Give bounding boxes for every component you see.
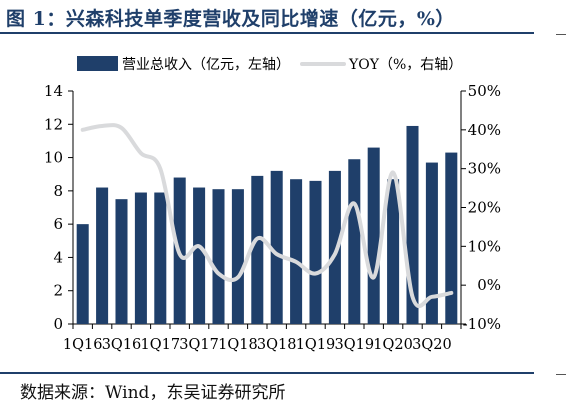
bar-1Q17 bbox=[154, 192, 167, 324]
x-tick-label: 3Q18 bbox=[257, 337, 297, 353]
y-left-tick-label: 12 bbox=[44, 115, 63, 133]
bar-4Q17 bbox=[212, 189, 225, 324]
source-note: 数据来源：Wind，东吴证券研究所 bbox=[20, 383, 286, 403]
bar-3Q19 bbox=[348, 159, 361, 324]
legend-bar-swatch bbox=[77, 56, 118, 71]
footer-rule bbox=[0, 372, 534, 374]
chart: 0 2 4 6 8 10 12 14 -10% 0% 10% 20% 30% 40% 50% 1Q16 3Q16… bbox=[44, 56, 501, 353]
x-tick-label: 3Q17 bbox=[179, 337, 219, 353]
yoy-line bbox=[80, 123, 454, 309]
x-tick-label: 1Q17 bbox=[141, 337, 181, 353]
right-edge-mark-bottom bbox=[556, 374, 566, 375]
y-left-tick-label: 10 bbox=[44, 149, 63, 167]
y-right-tick-label: 50% bbox=[468, 82, 501, 100]
x-tick-label: 1Q19 bbox=[296, 337, 336, 353]
y-left-tick-label: 8 bbox=[53, 182, 63, 200]
bar-4Q19 bbox=[367, 147, 380, 324]
bar-3Q16 bbox=[115, 199, 128, 324]
x-tick-label: 1Q20 bbox=[373, 337, 413, 353]
y-left-tick-label: 2 bbox=[53, 282, 63, 300]
bar-3Q20 bbox=[425, 162, 438, 324]
bar-3Q17 bbox=[193, 187, 206, 324]
y-left-tick-label: 4 bbox=[53, 248, 63, 266]
y-left-tick-label: 14 bbox=[44, 82, 63, 100]
y-left-tick-label: 6 bbox=[53, 215, 63, 233]
bar-1Q20 bbox=[387, 179, 400, 324]
y-right-tick-label: 10% bbox=[468, 237, 501, 255]
legend-bar-label: 营业总收入（亿元，左轴） bbox=[122, 57, 290, 73]
bar-2Q18 bbox=[251, 175, 264, 324]
y-right-tick-label: 30% bbox=[468, 160, 501, 178]
bar-1Q16 bbox=[76, 224, 89, 324]
bar-4Q16 bbox=[134, 192, 147, 324]
y-right-tick-label: -10% bbox=[463, 315, 501, 333]
y-right-tick-label: 40% bbox=[468, 121, 501, 139]
x-tick-label: 1Q16 bbox=[63, 337, 103, 353]
x-tick-label: 1Q18 bbox=[218, 337, 258, 353]
right-edge-mark-top bbox=[556, 34, 566, 35]
bar-4Q18 bbox=[290, 179, 303, 324]
bar-1Q18 bbox=[231, 189, 244, 324]
bar-1Q19 bbox=[309, 180, 322, 324]
chart-title: 图 1：兴森科技单季度营收及同比增速（亿元，%） bbox=[6, 8, 455, 30]
legend-line-label: YOY（%，右轴） bbox=[348, 57, 462, 73]
bar-2Q16 bbox=[96, 187, 109, 324]
bar-4Q20 bbox=[445, 152, 458, 324]
y-left-tick-label: 0 bbox=[53, 315, 63, 333]
bar-3Q18 bbox=[270, 170, 283, 324]
title-underline bbox=[0, 32, 534, 34]
x-tick-label: 3Q20 bbox=[412, 337, 452, 353]
x-tick-label: 3Q19 bbox=[335, 337, 375, 353]
bar-2Q19 bbox=[328, 170, 341, 324]
y-right-tick-label: 20% bbox=[468, 199, 501, 217]
y-right-tick-label: 0% bbox=[477, 276, 501, 294]
x-tick-label: 3Q16 bbox=[102, 337, 142, 353]
